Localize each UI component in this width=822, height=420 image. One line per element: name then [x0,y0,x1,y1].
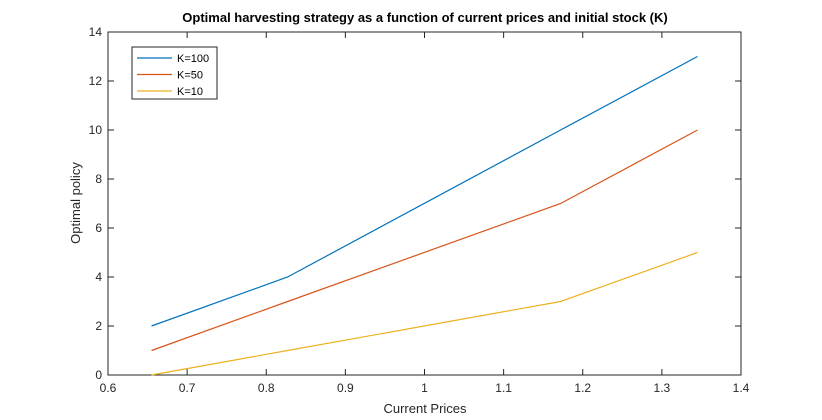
legend-item-label: K=10 [177,86,203,98]
y-tick-label: 4 [95,270,102,284]
series-line-k-100 [151,55,698,327]
y-tick-label: 8 [95,172,102,186]
legend-item-label: K=50 [177,70,203,82]
series-lines [151,55,698,376]
x-tick-label: 1.4 [733,381,750,395]
y-tick-label: 6 [95,221,102,235]
x-tick-label: 0.9 [337,381,354,395]
y-axis-label: Optimal policy [68,162,83,244]
legend-box [131,46,218,100]
x-tick-label: 1 [421,381,428,395]
chart-title: Optimal harvesting strategy as a functio… [182,10,667,25]
y-tick-label: 10 [89,123,103,137]
x-tick-label: 1.3 [654,381,671,395]
x-axis-label: Current Prices [383,401,467,416]
legend: K=100 K=50 K=10 [131,46,218,100]
y-axis: 0 2 4 6 8 10 12 14 [89,25,741,382]
series-line-k-50 [151,129,698,352]
series-line-k-10 [151,251,698,376]
x-tick-label: 1.1 [495,381,512,395]
legend-item-label: K=100 [177,53,209,65]
y-tick-label: 12 [89,74,103,88]
x-tick-label: 0.8 [258,381,275,395]
x-axis: 0.6 0.7 0.8 0.9 1 1.1 1.2 1.3 1.4 [100,32,750,395]
y-tick-label: 0 [95,368,102,382]
y-tick-label: 2 [95,319,102,333]
y-tick-label: 14 [89,25,103,39]
x-tick-label: 1.2 [574,381,591,395]
x-tick-label: 0.7 [179,381,196,395]
x-tick-label: 0.6 [100,381,117,395]
